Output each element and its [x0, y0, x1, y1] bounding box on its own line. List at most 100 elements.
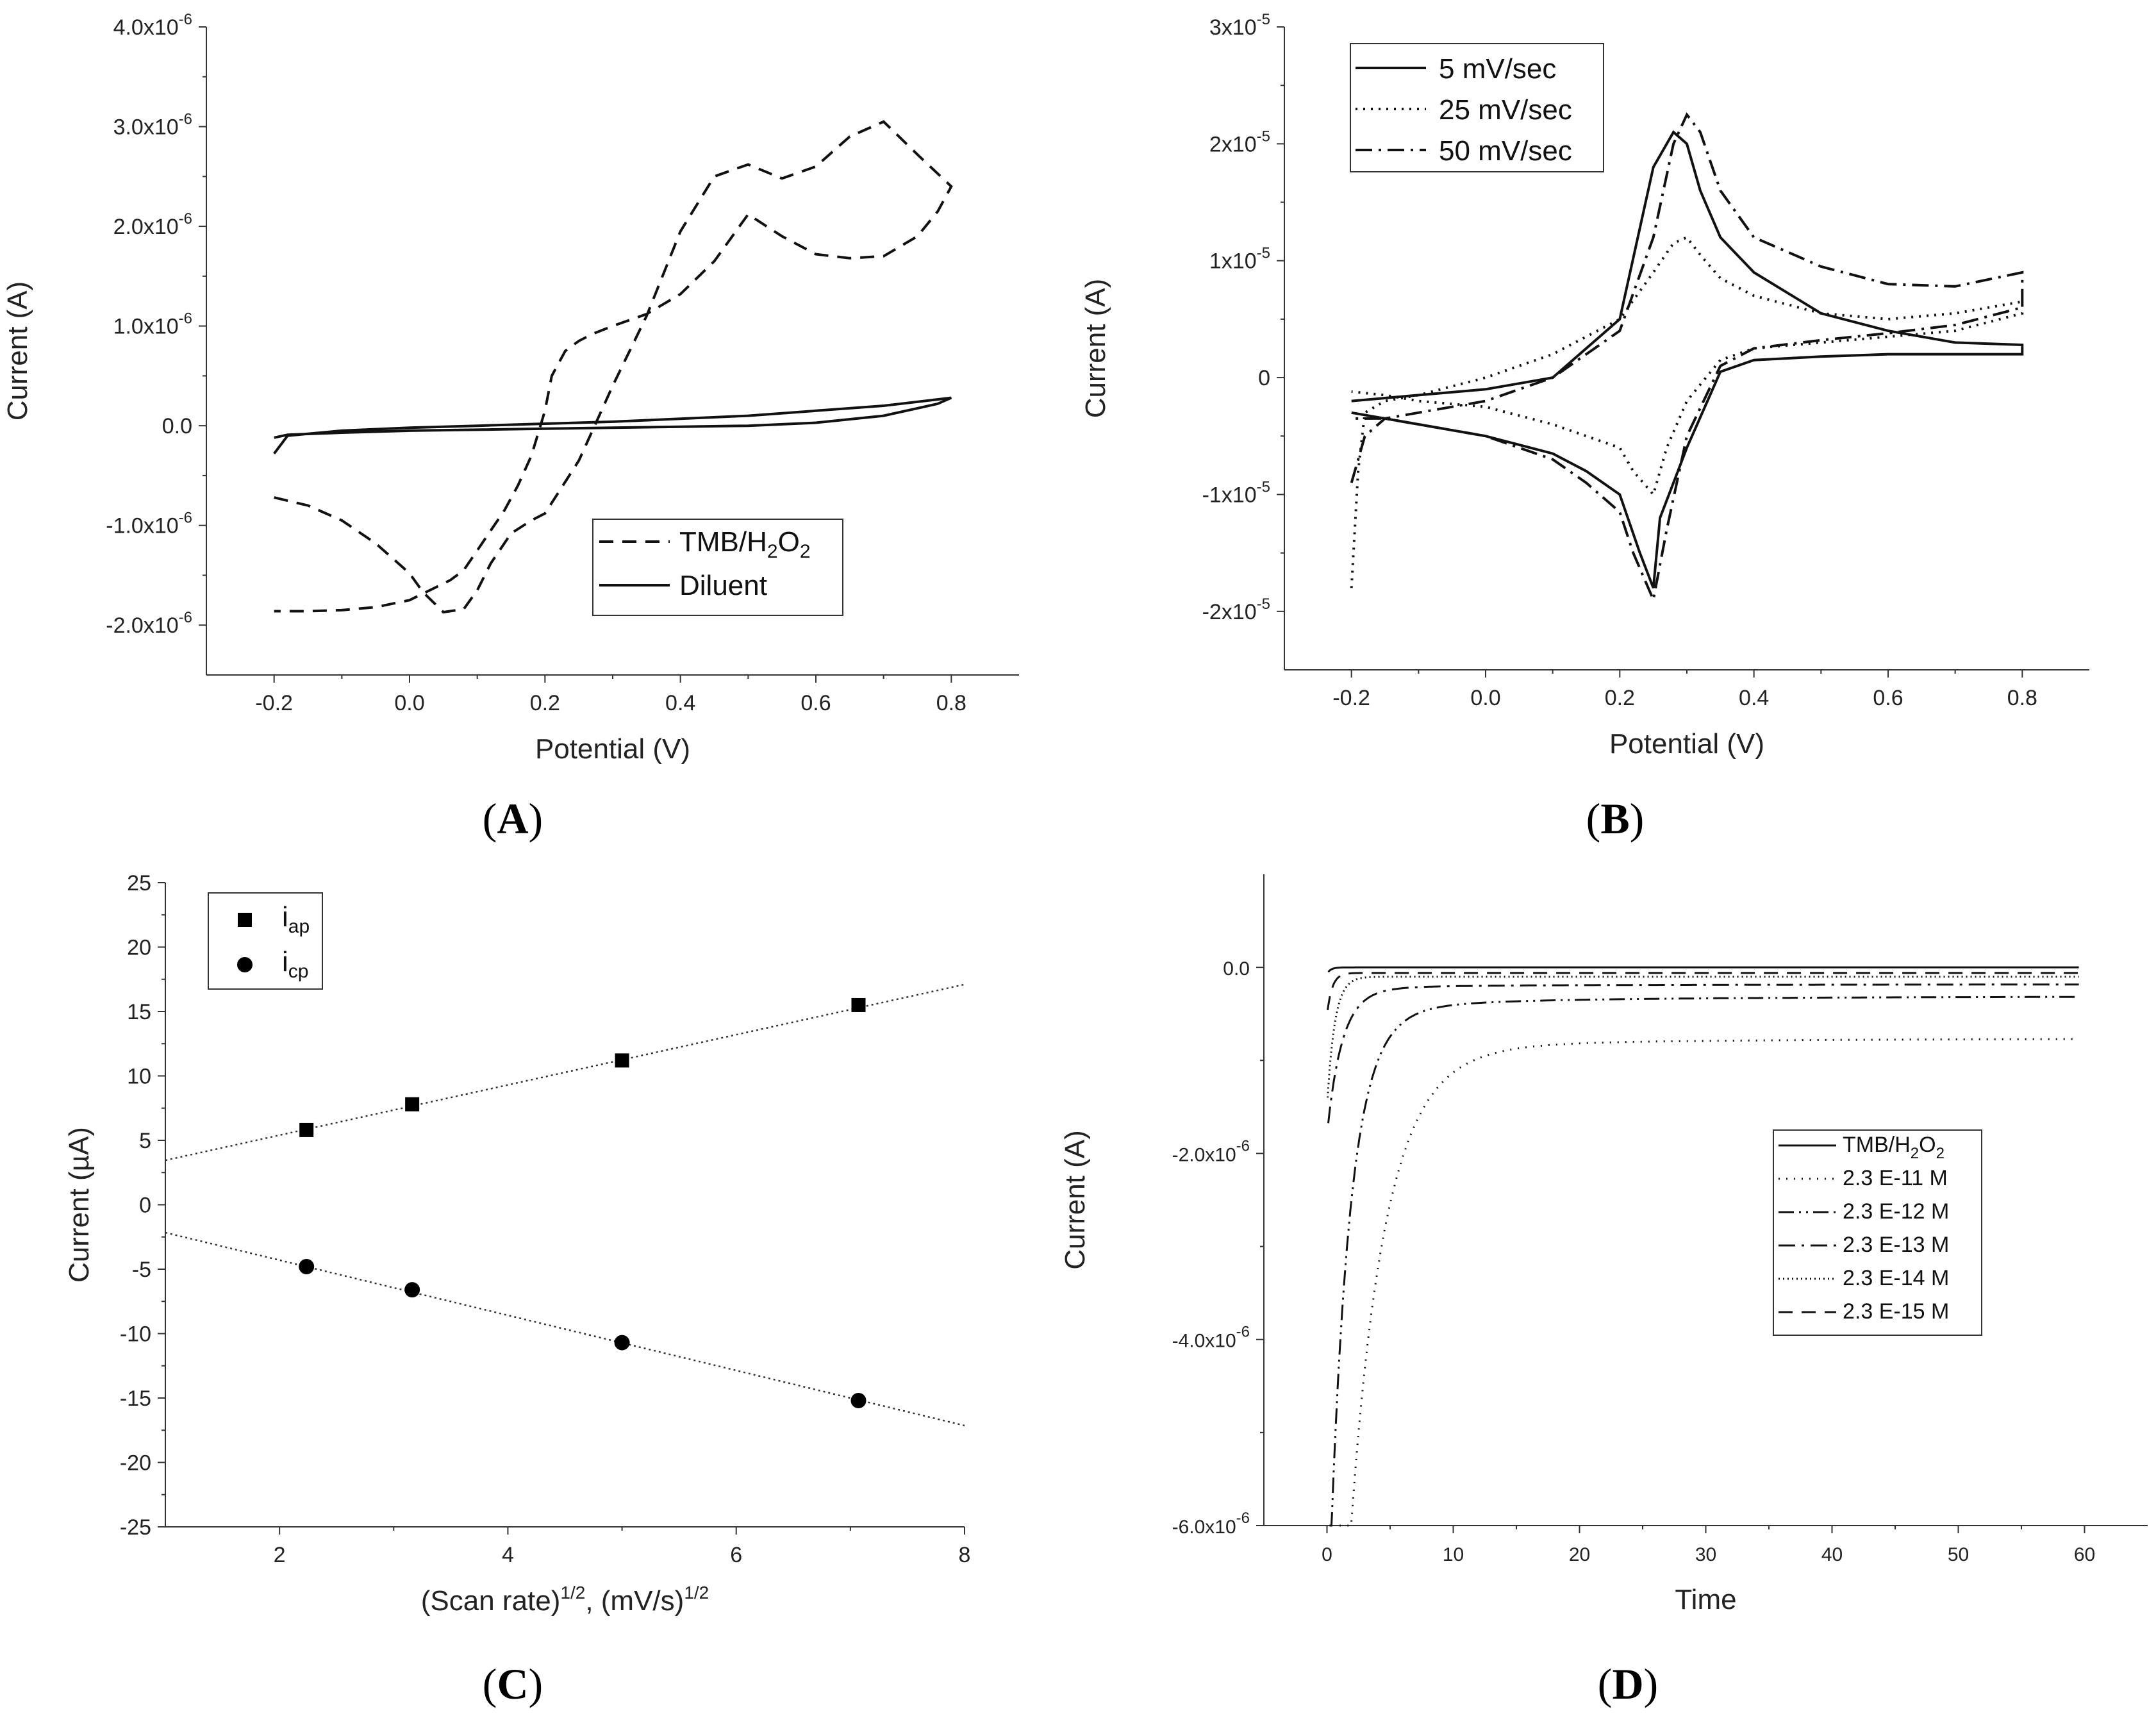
- y-tick-label: 3.0x10-6: [113, 111, 192, 140]
- x-tick-label: 30: [1695, 1544, 1716, 1565]
- y-axis-label: Current (µA): [63, 1127, 95, 1283]
- fit-line-icp: [165, 1231, 965, 1427]
- y-tick-label: -2.0x10-6: [106, 609, 192, 638]
- legend-label: TMB/H2O2: [679, 526, 811, 562]
- x-tick-label: 0.8: [2007, 686, 2037, 710]
- series-line-dashdotdot: [1329, 995, 2079, 1527]
- legend-label: iap: [282, 901, 310, 937]
- x-tick-label: 20: [1569, 1544, 1590, 1565]
- legend-label: 5 mV/sec: [1439, 53, 1556, 85]
- y-tick-label: 4.0x10-6: [113, 11, 192, 40]
- x-axis-label: (Scan rate)1/2, (mV/s)1/2: [421, 1583, 709, 1617]
- panel-letter-c: (C): [483, 1660, 543, 1708]
- y-tick-label: -2.0x10-6: [1172, 1137, 1250, 1165]
- panel-letter-a: (A): [483, 794, 543, 843]
- y-tick-label: -1.0x10-6: [106, 510, 192, 538]
- y-tick-label: -15: [120, 1386, 151, 1411]
- y-tick-label: -2x10-5: [1202, 595, 1270, 624]
- panel-a: -2.0x10-6 -1.0x10-6 0.0 1.0x10-6 2.0x10-6 3.0…: [2, 11, 1019, 765]
- panel-b: -2x10-5 -1x10-5 0 1x10-5 2x10-5 3x10-5 -0.2 0.0…: [1080, 11, 2089, 760]
- y-tick-label: -1x10-5: [1202, 478, 1270, 507]
- marker-square-iap: [851, 997, 866, 1012]
- y-tick-label: -5: [132, 1258, 151, 1282]
- legend-marker-circle: [237, 957, 253, 972]
- legend-box: [592, 519, 843, 616]
- x-tick-label: 0.4: [1739, 686, 1769, 710]
- x-tick-label: 0.0: [394, 691, 424, 715]
- legend: 5 mV/sec 25 mV/sec 50 mV/sec: [1350, 43, 1604, 172]
- x-tick-label: 10: [1443, 1544, 1464, 1565]
- series-line-dotted: [1350, 235, 2024, 588]
- x-tick-label: 0: [1322, 1544, 1332, 1565]
- marker-circle-icp: [404, 1282, 420, 1298]
- x-tick-label: -0.2: [255, 691, 293, 715]
- series-line-dashdot: [1350, 112, 2024, 604]
- legend: iap icp: [208, 892, 323, 990]
- x-tick-label: 0.4: [665, 691, 695, 715]
- y-tick-label: 25: [127, 871, 151, 895]
- y-tick-label: 0: [139, 1194, 151, 1218]
- series-line-solid: [1327, 966, 2079, 973]
- x-axis-label: Potential (V): [1609, 728, 1764, 760]
- x-tick-label: 0.6: [800, 691, 831, 715]
- series-line-solid: [1351, 129, 2024, 589]
- y-tick-label: 0.0: [162, 414, 192, 438]
- series-line-dotted-dense: [1327, 976, 2079, 1098]
- y-tick-label: 0: [1258, 366, 1270, 390]
- marker-square-iap: [615, 1053, 629, 1068]
- marker-square-iap: [299, 1122, 314, 1137]
- y-tick-label: 5: [139, 1129, 151, 1153]
- y-axis-label: Current (A): [2, 281, 33, 421]
- legend-label: 2.3 E-11 M: [1843, 1166, 1948, 1190]
- y-tick-label: 10: [127, 1065, 151, 1089]
- panel-c: -25 -20 -15 -10 -5 0 5 10 15 20 25 2 4 6 8 (Scan rate)1…: [63, 871, 970, 1617]
- legend-label: Diluent: [679, 570, 767, 601]
- panel-letter-d: (D): [1598, 1660, 1658, 1708]
- panel-d: -6.0x10-6 -4.0x10-6 -2.0x10-6 0.0 0 10 20 30 40 5…: [1059, 874, 2148, 1615]
- y-tick-label: 15: [127, 1000, 151, 1024]
- y-axis-label: Current (A): [1080, 279, 1111, 419]
- legend-label: 2.3 E-14 M: [1843, 1266, 1949, 1290]
- legend-label: 50 mV/sec: [1439, 135, 1572, 167]
- y-tick-label: -4.0x10-6: [1172, 1324, 1250, 1352]
- y-tick-label: 20: [127, 936, 151, 960]
- panel-letter-b: (B): [1586, 794, 1645, 843]
- x-tick-label: 50: [1948, 1544, 1969, 1565]
- legend: TMB/H2O2 2.3 E-11 M 2.3 E-12 M 2.3 E-13 M 2.…: [1773, 1129, 1982, 1336]
- y-tick-label: 2.0x10-6: [113, 210, 192, 239]
- legend-box: [1773, 1129, 1982, 1336]
- marker-square-iap: [405, 1097, 420, 1111]
- x-tick-label: 0.6: [1873, 686, 1903, 710]
- y-tick-label: 0.0: [1223, 958, 1250, 979]
- series-line-dashed: [1327, 972, 2079, 1011]
- y-tick-label: 3x10-5: [1209, 11, 1270, 40]
- legend-label: icp: [282, 946, 308, 982]
- fit-line-iap: [165, 983, 965, 1161]
- marker-circle-icp: [299, 1258, 315, 1274]
- y-tick-label: -25: [120, 1515, 151, 1540]
- y-tick-label: -10: [120, 1322, 151, 1347]
- legend-label: 25 mV/sec: [1439, 94, 1572, 126]
- x-tick-label: 2: [274, 1543, 286, 1567]
- x-axis-label: Potential (V): [535, 733, 690, 765]
- x-tick-label: 8: [959, 1543, 971, 1567]
- x-tick-label: 6: [730, 1543, 742, 1567]
- y-tick-label: 1.0x10-6: [113, 310, 192, 339]
- legend-marker-square: [238, 913, 252, 927]
- y-tick-label: -20: [120, 1451, 151, 1476]
- x-tick-label: 0.2: [530, 691, 560, 715]
- x-tick-label: 0.2: [1605, 686, 1635, 710]
- y-axis-label: Current (A): [1059, 1130, 1091, 1270]
- legend-label: 2.3 E-12 M: [1843, 1199, 1949, 1224]
- series-line-dotted-sparse: [1339, 1038, 2079, 1527]
- x-tick-label: 4: [502, 1543, 514, 1567]
- y-tick-label: 1x10-5: [1209, 245, 1270, 274]
- legend-label: 2.3 E-15 M: [1843, 1299, 1949, 1324]
- legend-box: [208, 892, 323, 990]
- x-tick-label: -0.2: [1332, 686, 1370, 710]
- marker-circle-icp: [850, 1393, 867, 1409]
- y-tick-label: 2x10-5: [1209, 128, 1270, 156]
- series-line-dashdot: [1327, 983, 2079, 1124]
- y-tick-label: -6.0x10-6: [1172, 1510, 1250, 1538]
